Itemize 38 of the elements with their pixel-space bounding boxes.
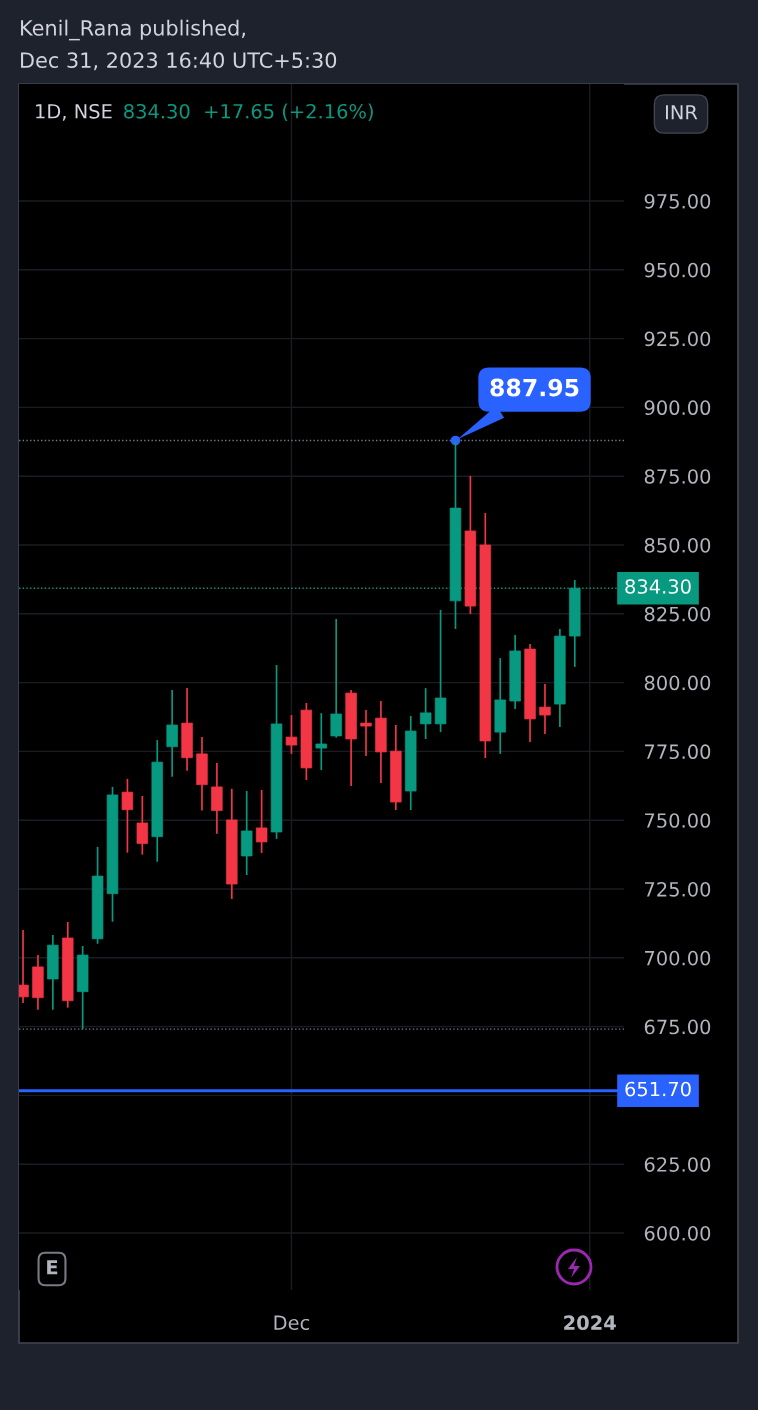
candlestick — [285, 714, 298, 755]
y-tick-label: 700.00 — [645, 950, 711, 966]
candlestick — [539, 683, 551, 735]
candlestick — [255, 789, 268, 854]
ref-line-label: 834.30 — [625, 579, 691, 594]
x-tick-label: Dec — [274, 1315, 310, 1331]
ref-line-label: 651.70 — [625, 1081, 691, 1097]
y-tick-label: 725.00 — [645, 881, 711, 897]
y-tick-label: 750.00 — [645, 813, 711, 828]
text: Dec 31, 2023 16:40 UTC+5:30 — [21, 52, 337, 71]
y-tick-label: 625.00 — [644, 1157, 711, 1172]
candlestick — [211, 762, 223, 835]
y-tick-label: 775.00 — [645, 744, 711, 760]
candlestick — [166, 689, 178, 778]
y-tick-label: 600.00 — [644, 1225, 711, 1241]
y-tick-label: 850.00 — [644, 537, 711, 553]
candlestick — [121, 778, 134, 854]
y-tick-label: 950.00 — [644, 262, 711, 278]
text: Kenil_Rana published, — [21, 19, 245, 41]
y-tick-label: 675.00 — [644, 1019, 711, 1035]
candlestick — [136, 795, 149, 856]
y-tick-label: 875.00 — [644, 469, 711, 484]
candlestick — [330, 618, 342, 739]
y-tick-label: 825.00 — [644, 606, 711, 622]
annotation: 887.95 — [490, 378, 579, 397]
annotation: E — [47, 1260, 58, 1275]
y-tick-label: 975.00 — [644, 193, 711, 209]
y-tick-label: 900.00 — [644, 400, 711, 416]
text: 834.30 +17.65 (+2.16%) — [124, 103, 373, 121]
candlestick — [419, 687, 432, 740]
x-tick-label: 2024 — [564, 1315, 616, 1331]
candlestick — [360, 709, 372, 757]
candlestick — [315, 712, 327, 771]
text: INR — [666, 105, 698, 120]
y-tick-label: 800.00 — [644, 675, 711, 691]
text: 1D, NSE — [36, 103, 112, 121]
y-tick-label: 925.00 — [644, 331, 711, 347]
candlestick — [19, 929, 29, 1004]
